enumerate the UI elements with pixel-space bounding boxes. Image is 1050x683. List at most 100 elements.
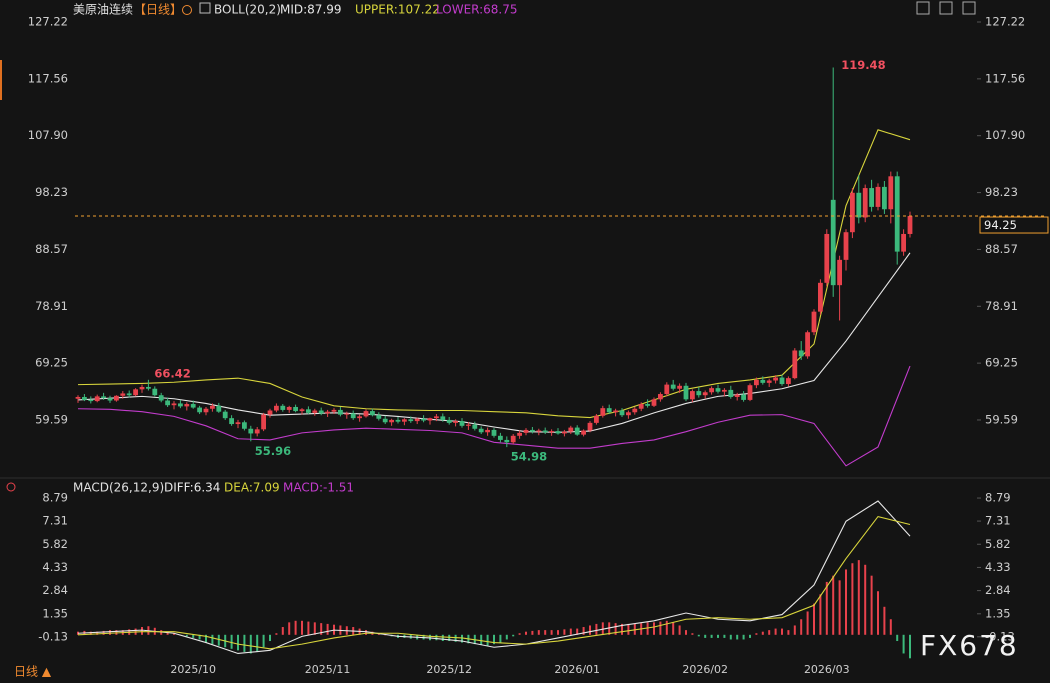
candle-body bbox=[485, 429, 490, 433]
candle-body bbox=[613, 410, 618, 413]
y-tick-label: 69.25 bbox=[985, 356, 1018, 370]
candle-body bbox=[344, 413, 350, 415]
candle-body bbox=[229, 418, 234, 425]
period-icon[interactable] bbox=[182, 5, 192, 15]
macd-bar bbox=[781, 628, 783, 635]
y-tick-label: 1.35 bbox=[985, 606, 1011, 620]
window-button[interactable] bbox=[916, 1, 930, 15]
candle-body bbox=[446, 419, 452, 423]
candle-body bbox=[376, 415, 382, 419]
last-price-label: 94.25 bbox=[984, 218, 1017, 232]
candle-body bbox=[427, 418, 433, 421]
macd-bar bbox=[595, 623, 598, 635]
indicator-icon[interactable] bbox=[199, 2, 211, 14]
candle-body bbox=[786, 378, 791, 385]
y-tick-label: 127.22 bbox=[985, 15, 1025, 29]
candle-body bbox=[299, 409, 305, 412]
macd-bar bbox=[723, 634, 726, 638]
macd-bar bbox=[800, 619, 803, 635]
y-tick-label: 117.56 bbox=[985, 71, 1025, 85]
candle-body bbox=[517, 432, 522, 436]
candle-body bbox=[818, 282, 823, 312]
candle-body bbox=[677, 385, 682, 389]
candle-body bbox=[478, 428, 484, 433]
y-tick-label: 98.23 bbox=[35, 185, 68, 199]
y-tick-label: 59.59 bbox=[985, 412, 1018, 426]
indicator-line bbox=[77, 252, 911, 433]
candle-body bbox=[811, 311, 817, 333]
candle-body bbox=[773, 377, 778, 381]
candle-body bbox=[862, 188, 868, 218]
macd-bar bbox=[768, 630, 771, 635]
candle-body bbox=[901, 233, 906, 252]
macd-bar bbox=[294, 620, 297, 635]
candle-body bbox=[549, 431, 554, 433]
candle-body bbox=[658, 394, 663, 400]
period-selector[interactable]: 日线 ▲ bbox=[14, 665, 52, 679]
extreme-label: 66.42 bbox=[154, 366, 190, 380]
macd-bar bbox=[537, 630, 540, 635]
y-tick-label: 1.35 bbox=[42, 606, 68, 620]
macd-bar bbox=[518, 633, 521, 635]
y-tick-label: 127.22 bbox=[28, 15, 68, 29]
macd-bar bbox=[307, 621, 310, 635]
candle-body bbox=[248, 428, 254, 434]
macd-bar bbox=[845, 569, 847, 635]
candle-body bbox=[843, 232, 849, 260]
candle-body bbox=[594, 415, 599, 423]
candle-body bbox=[242, 422, 247, 429]
macd-title: MACD(26,12,9) bbox=[73, 481, 164, 495]
candle-body bbox=[274, 405, 279, 411]
macd-bar bbox=[806, 611, 809, 635]
candle-body bbox=[190, 404, 196, 408]
candle-body bbox=[318, 410, 324, 414]
macd-bar bbox=[589, 625, 591, 635]
candle-body bbox=[459, 421, 465, 426]
macd-bar bbox=[102, 630, 105, 635]
macd-bar bbox=[761, 631, 764, 635]
candle-body bbox=[306, 409, 311, 413]
macd-bar bbox=[614, 623, 617, 635]
candle-body bbox=[261, 414, 266, 430]
candle-body bbox=[254, 429, 260, 434]
candle-body bbox=[466, 424, 471, 426]
candle-body bbox=[523, 429, 529, 433]
macd-bar bbox=[326, 623, 329, 635]
candle-body bbox=[664, 384, 670, 395]
macd-bar bbox=[672, 622, 675, 635]
candle-body bbox=[350, 413, 356, 419]
y-tick-label: 2.84 bbox=[985, 583, 1011, 597]
candle-body bbox=[856, 192, 862, 218]
x-tick-label: 2026/02 bbox=[682, 663, 728, 676]
macd-bar bbox=[704, 634, 707, 638]
candle-body bbox=[498, 435, 503, 440]
macd-bar bbox=[742, 634, 745, 640]
candle-body bbox=[286, 406, 292, 410]
macd-bar bbox=[576, 628, 579, 635]
candle-body bbox=[651, 399, 657, 406]
window-button[interactable] bbox=[962, 1, 976, 15]
candle-body bbox=[747, 385, 753, 400]
macd-bar bbox=[710, 634, 713, 638]
macd-bar bbox=[736, 634, 739, 640]
macd-bar bbox=[563, 629, 566, 635]
indicator-line bbox=[77, 515, 911, 650]
macd-bar bbox=[499, 634, 502, 643]
macd-bar bbox=[525, 631, 527, 635]
candle-body bbox=[766, 380, 772, 383]
macd-bar bbox=[851, 563, 854, 635]
window-button[interactable] bbox=[939, 1, 953, 15]
y-tick-label: 59.59 bbox=[35, 412, 68, 426]
candle-body bbox=[434, 416, 439, 419]
macd-bar bbox=[787, 630, 790, 635]
candle-body bbox=[574, 427, 580, 435]
macd-bar bbox=[864, 564, 867, 635]
macd-bar bbox=[774, 628, 777, 635]
macd-bar bbox=[480, 634, 483, 645]
macd-bar bbox=[230, 634, 233, 649]
candle-body bbox=[779, 377, 785, 385]
macd-bar bbox=[185, 634, 188, 637]
macd-bar bbox=[755, 633, 758, 635]
macd-icon[interactable] bbox=[6, 482, 16, 492]
instrument-title: 美原油连续 bbox=[73, 2, 133, 17]
